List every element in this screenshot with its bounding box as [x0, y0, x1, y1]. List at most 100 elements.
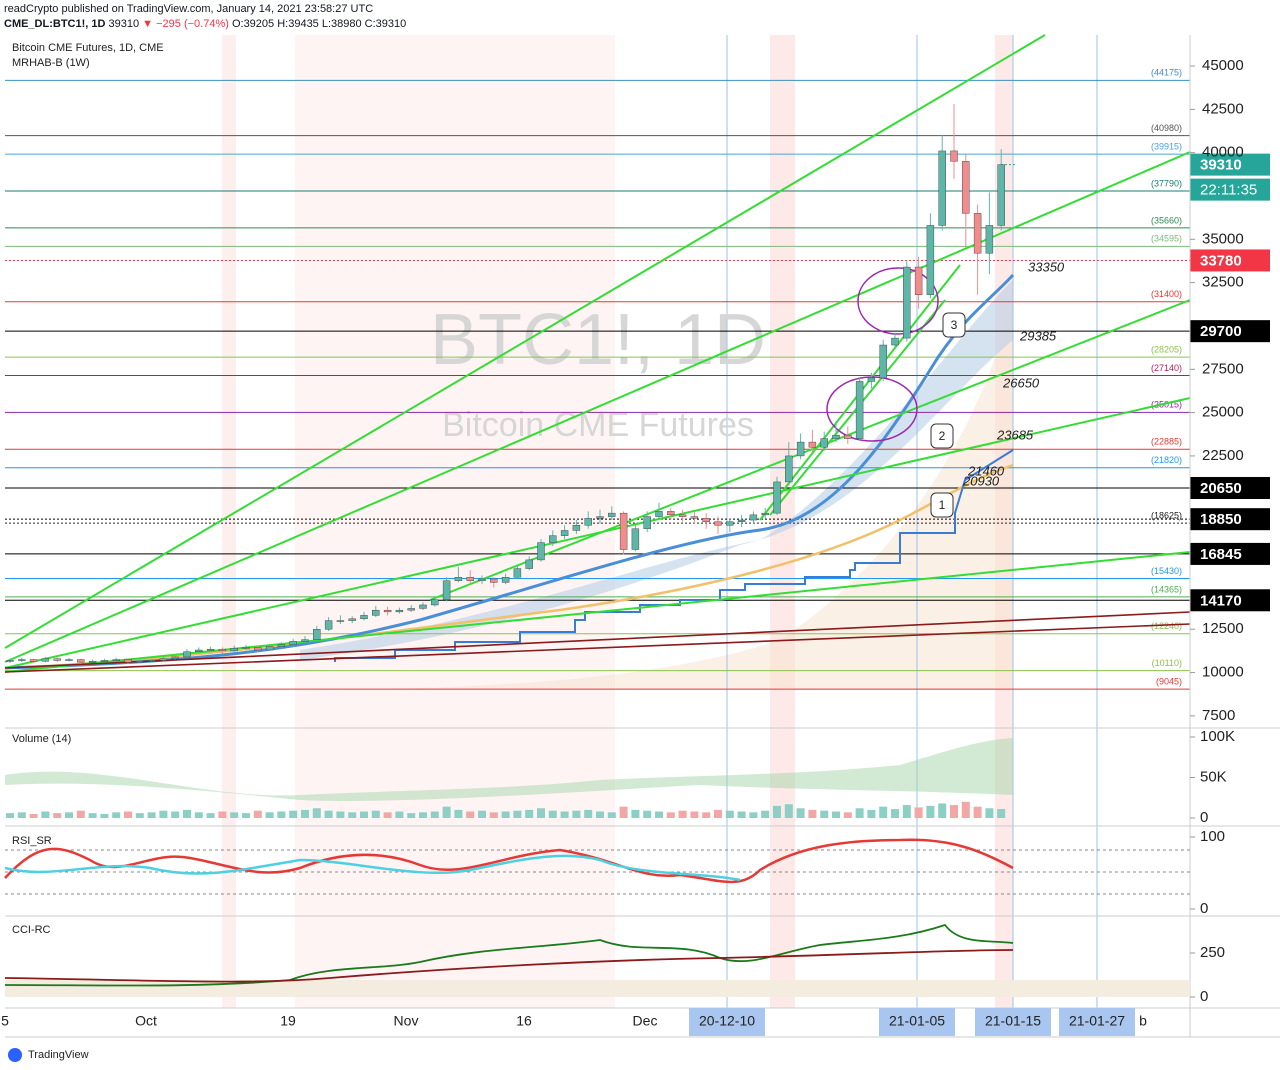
level-label: (18625) [1151, 510, 1182, 520]
price-box [1190, 589, 1270, 612]
volume-bar [76, 810, 85, 818]
volume-bar [478, 810, 486, 818]
price-box-label: 29700 [1200, 323, 1242, 340]
volume-bar [348, 812, 357, 818]
level-label: (15430) [1151, 566, 1182, 576]
volume-bar [383, 812, 392, 818]
volume-bar [855, 808, 864, 818]
callout-label: 2 [939, 429, 946, 443]
date-highlight [1059, 1008, 1135, 1036]
trend-line-dark [4, 611, 1191, 669]
volume-bar [714, 809, 722, 818]
volume-bar [336, 811, 345, 818]
trend-line [4, 397, 1191, 669]
candle-body [938, 150, 946, 226]
volume-bar [17, 812, 26, 818]
volume-bar [961, 801, 970, 818]
candle-body [41, 658, 50, 662]
candle-body [997, 164, 1005, 226]
circle-mark [857, 267, 939, 335]
price-box-label: 14170 [1200, 592, 1242, 609]
candle-body [572, 525, 581, 531]
candle-body [655, 511, 663, 517]
level-label: (21820) [1151, 455, 1182, 465]
volume-bar [607, 812, 616, 818]
y-tick-label: 27500 [1202, 360, 1244, 377]
indicator-title: MRHAB-B (1W) [12, 57, 90, 69]
candle-body [301, 639, 309, 642]
candle-body [88, 661, 97, 663]
volume-ribbon [5, 738, 1013, 802]
candle-body [596, 516, 604, 519]
volume-bar [619, 806, 628, 818]
session-band [295, 35, 615, 1008]
level-label: (22885) [1151, 437, 1182, 447]
cci-band [5, 980, 1190, 997]
level-label: (10110) [1152, 658, 1182, 668]
volume-bar [230, 812, 239, 818]
price-box [1190, 508, 1270, 531]
volume-bar [985, 808, 994, 818]
candle-body [454, 577, 463, 581]
trend-line [4, 34, 1046, 649]
cci-title: CCI-RC [12, 924, 51, 936]
y-tick-label: 12500 [1202, 620, 1244, 637]
candle-body [183, 651, 191, 658]
volume-bar [761, 810, 770, 818]
volume-bar [395, 811, 404, 818]
candle-body [277, 644, 286, 647]
candle-body [6, 660, 14, 662]
candle-body [714, 521, 722, 526]
volume-bar [914, 807, 923, 818]
candle-body [643, 516, 651, 529]
candle-body [490, 578, 498, 583]
volume-bar [631, 809, 640, 818]
footer: TradingView [28, 1049, 89, 1061]
candle-body [77, 659, 85, 663]
volume-bar [879, 806, 888, 818]
price-box [1190, 249, 1270, 272]
candle-body [584, 518, 592, 526]
volume-bar [88, 813, 97, 818]
x-tick-label: 21-01-27 [1069, 1013, 1125, 1029]
candle-body [478, 578, 486, 581]
candle-body [950, 150, 958, 162]
watermark-sub: Bitcoin CME Futures [442, 406, 754, 444]
candle-body [431, 599, 439, 606]
candle-body [147, 660, 156, 662]
y-tick-label: 22500 [1202, 447, 1244, 464]
rsi-signal [4, 854, 741, 882]
volume-bar [891, 809, 899, 818]
last-price: 39310 [108, 18, 140, 30]
rsi-line [4, 838, 1014, 884]
header: readCrypto published on TradingView.com,… [4, 2, 406, 32]
price-box [1190, 320, 1270, 343]
volume-bar [312, 808, 321, 818]
volume-bar [407, 813, 416, 818]
y-tick-label: 32500 [1202, 274, 1244, 291]
x-tick-label: Oct [135, 1013, 157, 1029]
price-box [1190, 542, 1270, 565]
candle-body [985, 225, 994, 254]
candle-body [785, 455, 793, 483]
volume-bar [183, 809, 191, 818]
volume-bar [997, 809, 1006, 818]
volume-bar [737, 811, 746, 818]
candle-body [903, 266, 911, 339]
volume-bar [678, 810, 687, 818]
candle-body [159, 658, 168, 661]
candle-body [171, 656, 179, 659]
x-tick-label: 19 [280, 1013, 296, 1029]
y-tick-label: 45000 [1202, 57, 1244, 74]
annotation: 23685 [996, 427, 1034, 442]
candle-body [631, 528, 640, 550]
y-tick-label: 25000 [1202, 404, 1244, 421]
volume-bar [548, 810, 557, 818]
candle-body [419, 604, 427, 609]
annotation: 33350 [1028, 259, 1065, 274]
candle-body [29, 659, 38, 662]
annotation: 21460 [967, 463, 1005, 478]
y-tick-label: 40000 [1202, 144, 1244, 161]
price-box-label: 16845 [1200, 546, 1242, 563]
